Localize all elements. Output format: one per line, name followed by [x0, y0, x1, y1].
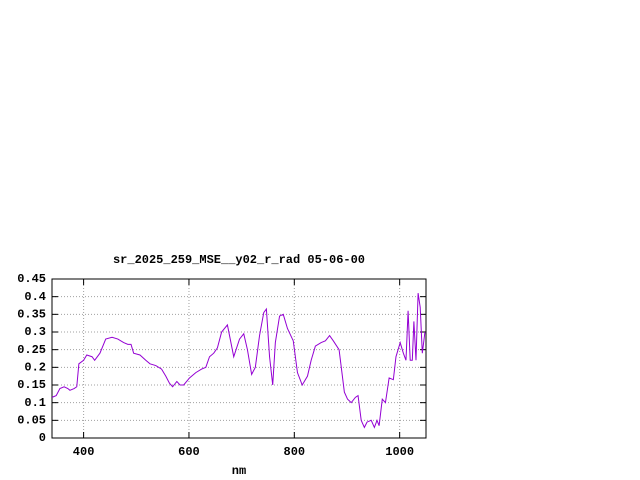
y-tick-label: 0.3: [24, 325, 46, 339]
x-axis-label: nm: [232, 464, 246, 478]
y-tick-label: 0.15: [17, 378, 46, 392]
data-line: [51, 293, 426, 429]
y-tick-label: 0.25: [17, 343, 46, 357]
x-tick-label: 800: [284, 445, 306, 459]
chart-title: sr_2025_259_MSE__y02_r_rad 05-06-00: [113, 253, 365, 267]
y-tick-label: 0.2: [24, 361, 46, 375]
y-tick-label: 0.4: [24, 290, 46, 304]
y-tick-label: 0.35: [17, 308, 46, 322]
y-tick-label: 0.05: [17, 414, 46, 428]
y-tick-label: 0.45: [17, 272, 46, 286]
x-tick-label: 600: [178, 445, 200, 459]
y-tick-label: 0.1: [24, 396, 46, 410]
plot-frame: [51, 278, 427, 439]
x-tick-label: 1000: [385, 445, 414, 459]
y-tick-label: 0: [39, 431, 46, 445]
x-tick-label: 400: [73, 445, 95, 459]
